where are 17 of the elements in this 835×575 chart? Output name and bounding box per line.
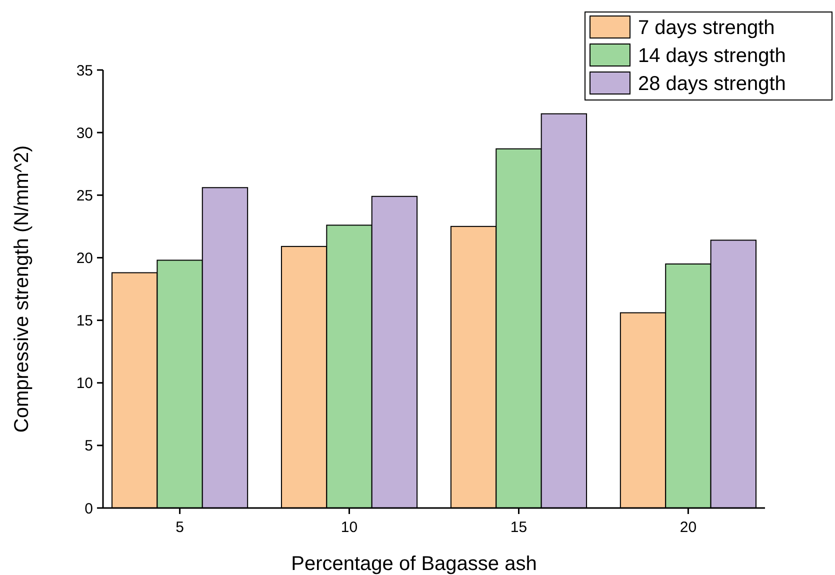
- y-tick-label: 35: [76, 62, 93, 80]
- x-tick-label: 5: [176, 519, 184, 536]
- y-tick-label: 25: [76, 187, 93, 204]
- x-axis-title: Percentage of Bagasse ash: [291, 553, 537, 575]
- legend-label: 7 days strength: [638, 17, 775, 39]
- y-tick-label: 5: [84, 438, 93, 455]
- y-tick-label: 10: [76, 375, 93, 392]
- x-tick-label: 15: [510, 519, 528, 536]
- y-tick-label: 15: [76, 312, 93, 330]
- y-axis-title: Compressive strength (N/mm^2): [11, 145, 33, 433]
- x-tick-label: 20: [680, 519, 697, 536]
- legend-label: 14 days strength: [638, 45, 786, 67]
- legend-label: 28 days strength: [638, 73, 786, 95]
- x-tick-label: 10: [340, 519, 358, 536]
- y-tick-label: 20: [76, 250, 93, 267]
- y-tick-label: 0: [84, 500, 93, 518]
- y-tick-label: 30: [76, 124, 93, 142]
